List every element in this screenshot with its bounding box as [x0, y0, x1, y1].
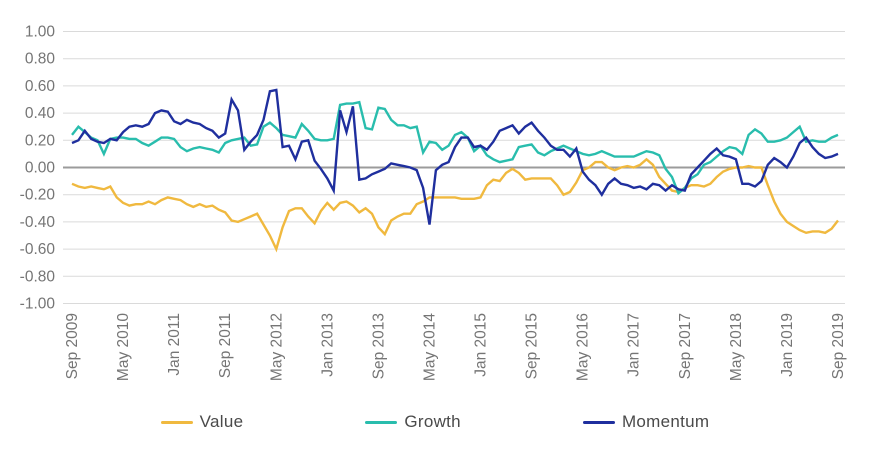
y-axis-tick-label: -0.40 [20, 214, 56, 231]
y-axis-tick-label: 0.40 [25, 105, 56, 122]
x-axis-tick-label: May 2010 [115, 313, 132, 381]
x-axis-tick-label: May 2016 [575, 313, 592, 381]
y-axis-tick-label: -0.80 [20, 268, 56, 285]
x-axis-tick-label: May 2012 [268, 313, 285, 381]
y-axis-tick-label: -1.00 [20, 296, 56, 313]
legend-label: Growth [404, 412, 461, 431]
x-axis-tick-label: Jan 2011 [166, 313, 183, 376]
x-axis-tick-label: Sep 2013 [370, 313, 387, 379]
y-axis-tick-label: -0.60 [20, 241, 56, 258]
y-axis-tick-label: 0.80 [25, 51, 56, 68]
legend-swatch-value [160, 420, 193, 424]
y-axis-tick-label: -0.20 [20, 187, 56, 204]
x-axis-tick-label: Sep 2009 [64, 313, 81, 379]
series-line-value [71, 157, 839, 253]
x-axis-tick-label: Sep 2015 [524, 313, 541, 379]
x-axis-tick-label: Jan 2019 [779, 313, 796, 377]
y-axis-tick-label: 1.00 [25, 24, 56, 41]
x-axis-tick-label: Sep 2019 [830, 313, 847, 379]
x-axis-tick-label: Jan 2013 [319, 313, 336, 377]
legend-item-value: Value [160, 412, 244, 432]
x-axis-tick-label: Jan 2015 [473, 313, 490, 377]
y-axis-tick-label: 0.00 [25, 160, 56, 177]
legend-swatch-momentum [582, 420, 615, 424]
legend-label: Value [199, 412, 244, 431]
chart-legend: Value Growth Momentum [0, 412, 870, 432]
legend-swatch-growth [365, 420, 398, 424]
x-axis-tick-label: May 2018 [728, 313, 745, 381]
y-axis-tick-label: 0.20 [25, 132, 56, 149]
y-axis-tick-label: 0.60 [25, 78, 56, 95]
x-axis-tick-label: Jan 2017 [626, 313, 643, 377]
legend-item-momentum: Momentum [582, 412, 710, 432]
series-line-momentum [71, 88, 839, 225]
legend-item-growth: Growth [365, 412, 461, 432]
legend-label: Momentum [621, 412, 710, 431]
series-line-growth [71, 100, 839, 196]
x-axis-tick-label: Sep 2017 [677, 313, 694, 379]
x-axis-tick-label: May 2014 [422, 313, 439, 381]
x-axis-tick-label: Sep 2011 [217, 313, 234, 378]
